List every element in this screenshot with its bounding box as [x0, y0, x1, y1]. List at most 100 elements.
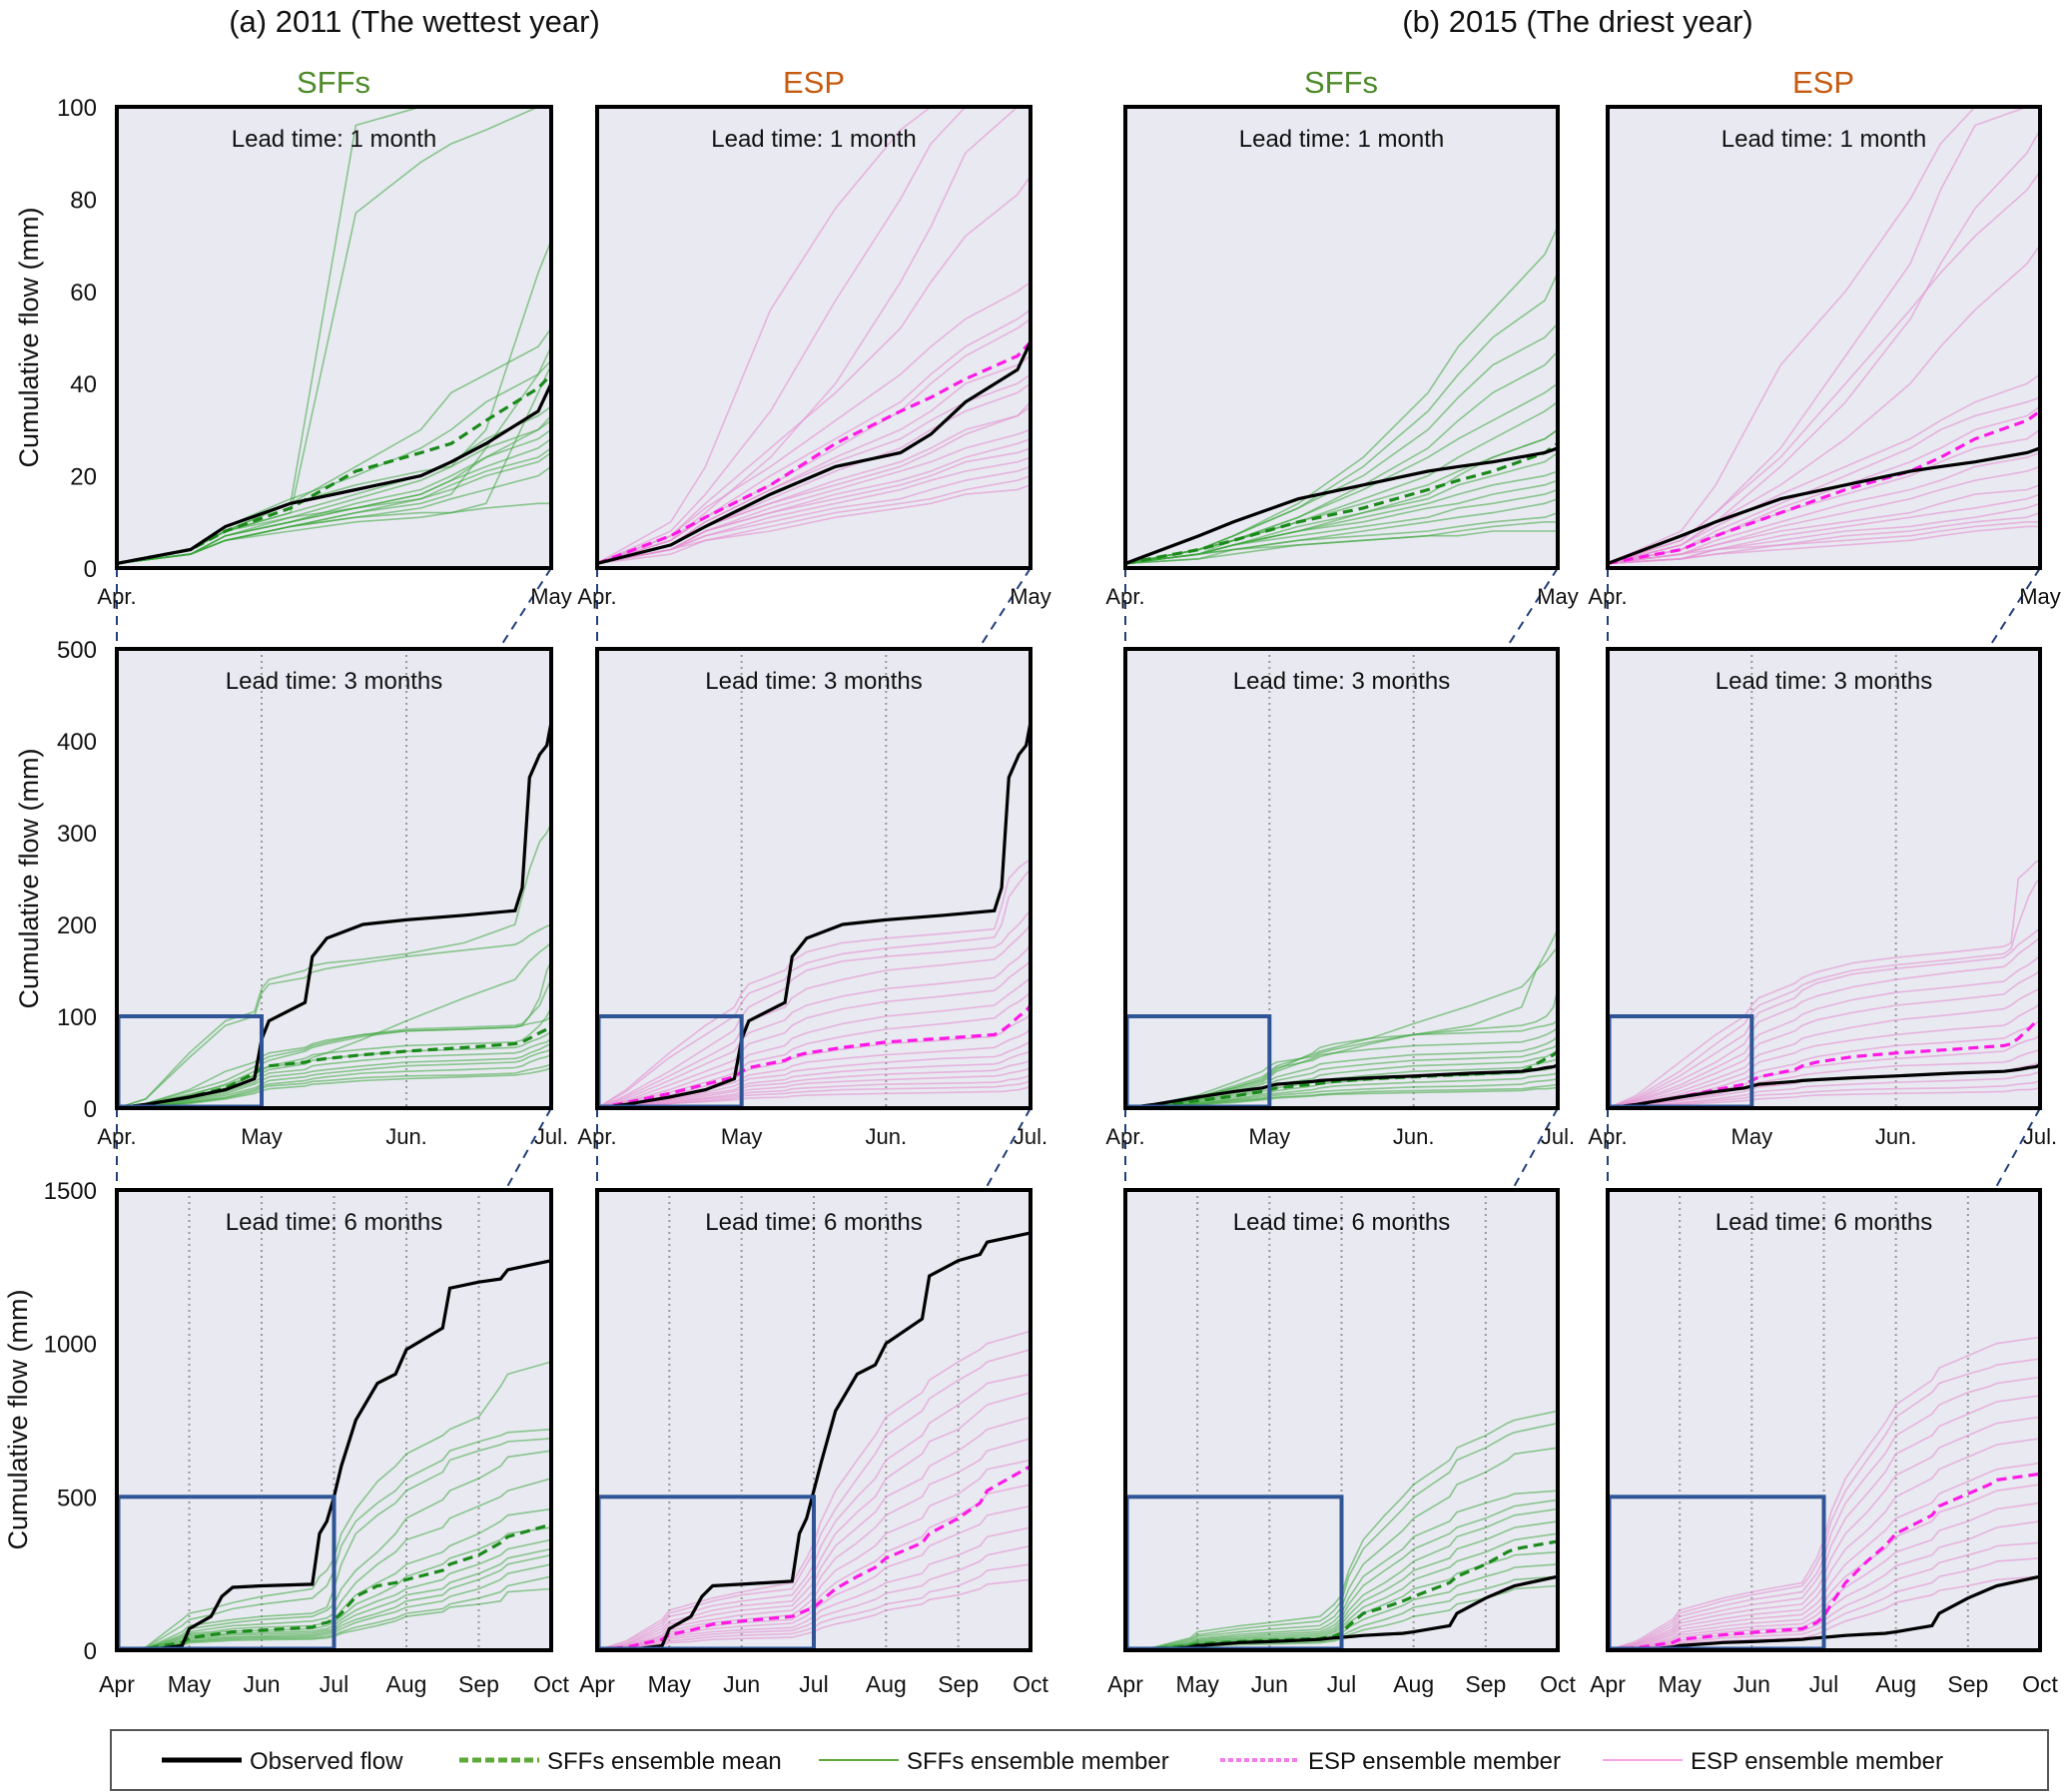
y-tick-label: 100: [57, 95, 97, 122]
panel-frame: [1123, 647, 1560, 1110]
panel-a-esp-6: Lead time: 6 months Apr May Jun Jul Aug Sep Oct: [579, 1188, 1048, 1697]
ensemble-mean-line: [117, 1522, 551, 1650]
x-tick-label: May: [1010, 584, 1051, 609]
panel-a-esp-3: Lead time: 3 months Apr. May Jun. Jul.: [577, 647, 1047, 1149]
x-tick-label: Oct: [1013, 1671, 1048, 1697]
ensemble-member-line: [1608, 511, 2040, 565]
x-tick-label: Jun.: [385, 1124, 427, 1149]
panel-frame: [1606, 1188, 2042, 1652]
y-tick-label: 20: [70, 464, 97, 491]
ensemble-mean-line: [1125, 441, 1558, 565]
ensemble-member-line: [117, 1048, 551, 1108]
x-tick-label: Jun.: [866, 1124, 908, 1149]
ensemble-member-line: [117, 1006, 551, 1108]
ensemble-member-line: [1608, 987, 2040, 1108]
ensemble-member-line: [597, 1059, 1031, 1108]
x-tick-label: Jul.: [2023, 1124, 2057, 1149]
lead-time-label: Lead time: 6 months: [1233, 1209, 1450, 1236]
x-tick-label: Jun: [723, 1671, 760, 1697]
ensemble-member-line: [1608, 927, 2040, 1108]
ensemble-member-line: [1608, 1019, 2040, 1108]
plot-area: [1608, 649, 2040, 1108]
x-tick-label: Apr.: [577, 584, 616, 609]
legend-box: [110, 1729, 2049, 1791]
lead-time-label: Lead time: 3 months: [226, 668, 442, 695]
lead-time-label: Lead time: 3 months: [705, 668, 922, 695]
ensemble-member-line: [1125, 1026, 1558, 1108]
x-tick-label: Jul: [320, 1671, 348, 1697]
lead-time-label: Lead time: 1 month: [711, 126, 916, 153]
x-tick-label: Oct: [533, 1671, 569, 1697]
x-tick-label: Apr: [1590, 1671, 1626, 1697]
y-tick-label: 100: [57, 1004, 97, 1031]
ensemble-member-line: [1125, 1019, 1558, 1108]
x-tick-label: Jul: [1327, 1671, 1356, 1697]
observed-flow-line: [117, 382, 551, 565]
x-tick-label: Apr: [1107, 1671, 1143, 1697]
ensemble-member-line: [1608, 969, 2040, 1108]
ensemble-member-line: [1608, 107, 2040, 565]
panel-b-esp-3: Lead time: 3 months Apr. May Jun. Jul.: [1588, 647, 2057, 1149]
ensemble-member-line: [597, 869, 1031, 1108]
y-tick-label: 400: [57, 729, 97, 756]
y-tick-label: 200: [57, 912, 97, 939]
x-tick-label: Apr: [99, 1671, 135, 1697]
x-tick-label: Aug: [1875, 1671, 1916, 1697]
x-tick-label: Sep: [938, 1671, 979, 1697]
ensemble-member-line: [1608, 396, 2040, 565]
ensemble-member-line: [1125, 530, 1558, 565]
y-tick-label: 300: [57, 821, 97, 848]
ensemble-member-line: [597, 107, 1031, 565]
y-tick-label: 80: [70, 187, 97, 214]
legend-label: SFFs ensemble mean: [547, 1748, 782, 1775]
ensemble-member-line: [597, 373, 1031, 565]
panel-frame: [1606, 105, 2042, 570]
figure-titles: (a) 2011 (The wettest year) (b) 2015 (Th…: [229, 4, 1854, 100]
ensemble-member-line: [1608, 1087, 2040, 1108]
y-tick-label: 0: [84, 1638, 97, 1665]
column-title-b-esp: ESP: [1792, 65, 1854, 100]
y-tick-label: 0: [84, 1096, 97, 1123]
group-title-a: (a) 2011 (The wettest year): [229, 4, 600, 39]
ensemble-member-line: [117, 1037, 551, 1108]
x-tick-label: May: [2019, 584, 2061, 609]
ensemble-member-line: [1608, 1048, 2040, 1108]
legend-item-sff-member: SFFs ensemble member: [819, 1748, 1169, 1775]
x-tick-label: Apr.: [97, 1124, 136, 1149]
panel-b-sff-1: Lead time: 1 month Apr. May: [1105, 105, 1579, 609]
ensemble-member-line: [1125, 511, 1558, 565]
column-title-b-sffs: SFFs: [1304, 65, 1378, 100]
y-tick-label: 500: [57, 637, 97, 664]
x-tick-label: Jul.: [1014, 1124, 1047, 1149]
x-tick-label: May: [648, 1671, 692, 1697]
ensemble-member-line: [597, 1041, 1031, 1108]
x-tick-label: May: [241, 1124, 283, 1149]
x-tick-label: Apr.: [1588, 1124, 1627, 1149]
ensemble-member-line: [597, 437, 1031, 565]
ensemble-member-line: [117, 1063, 551, 1108]
panel-frame: [595, 1188, 1032, 1652]
x-tick-label: Jun: [1251, 1671, 1288, 1697]
y-axis-label-row1: Cumulative flow (mm): [14, 207, 44, 467]
x-tick-label: Oct: [2022, 1671, 2058, 1697]
ensemble-member-line: [597, 909, 1031, 1108]
ensemble-member-line: [117, 1042, 551, 1108]
ensemble-member-line: [597, 1085, 1031, 1108]
plot-area: [1125, 649, 1558, 1108]
observed-flow-line: [597, 340, 1031, 565]
column-title-a-sffs: SFFs: [297, 65, 370, 100]
x-tick-label: Apr.: [97, 584, 136, 609]
legend-label: ESP ensemble member: [1691, 1748, 1943, 1775]
observed-flow-line: [117, 722, 551, 1108]
panel-a-sff-6: Lead time: 6 months 0 500 1000 1500 Apr May Jun…: [44, 1178, 570, 1697]
legend: Observed flow SFFs ensemble mean SFFs ense…: [110, 1729, 2049, 1791]
y-tick-label: 0: [84, 556, 97, 583]
x-tick-label: May: [1731, 1124, 1773, 1149]
y-tick-label: 1000: [44, 1332, 97, 1359]
y-axis-labels: Cumulative flow (mm) Cumulative flow (mm…: [3, 207, 44, 1549]
ensemble-member-line: [597, 859, 1031, 1108]
ensemble-member-line: [1125, 1050, 1558, 1108]
x-tick-label: May: [1537, 584, 1579, 609]
observed-flow-line: [597, 1231, 1031, 1650]
